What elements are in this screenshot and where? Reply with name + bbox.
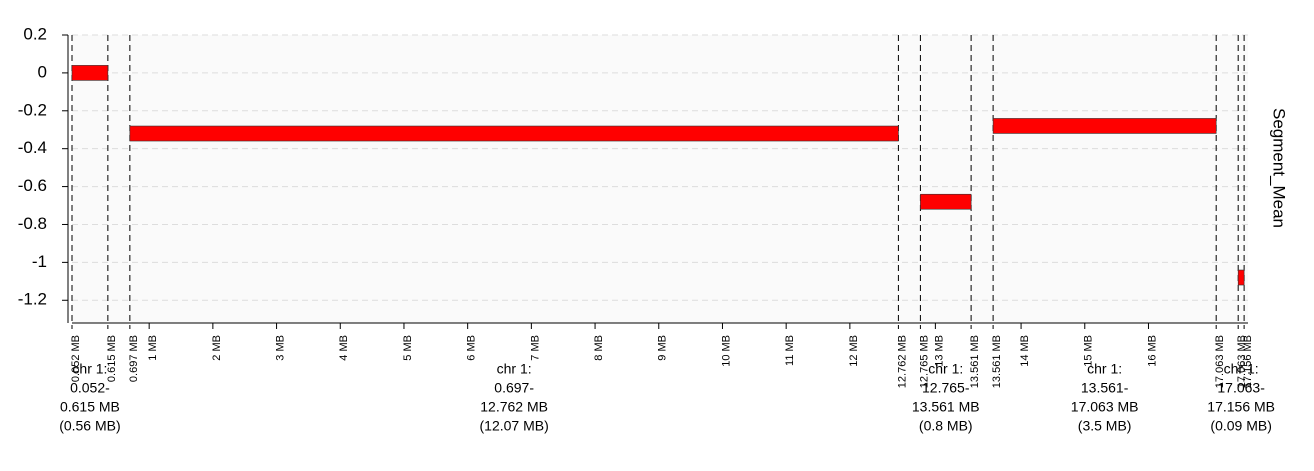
segment-label: (3.5 MB) — [1078, 418, 1132, 434]
segment-label: 0.697- — [494, 380, 534, 396]
x-boundary-label: 0.697 MB — [128, 335, 140, 382]
x-tick-label: 13 MB — [933, 335, 945, 367]
segment-label: (0.09 MB) — [1210, 418, 1271, 434]
segment-bar — [71, 65, 109, 81]
x-boundary-label: 17.156 MB — [1242, 335, 1254, 388]
segment-label: (12.07 MB) — [480, 418, 549, 434]
segment-label: 12.765- — [922, 380, 970, 396]
segment-label: 0.052- — [70, 380, 110, 396]
x-boundary-label: 12.762 MB — [896, 335, 908, 388]
y-tick-label: 0 — [38, 62, 47, 81]
x-boundary-label: 17.063 MB — [1236, 335, 1248, 388]
x-tick-label: 4 MB — [338, 335, 350, 361]
y-tick-label: -0.2 — [18, 100, 47, 119]
plot-background — [72, 35, 1248, 323]
segment-label: 17.063 MB — [1071, 399, 1139, 415]
segment-label: 17.063- — [1217, 380, 1265, 396]
x-tick-label: 15 MB — [1083, 335, 1095, 367]
segment-bar — [920, 193, 972, 210]
segment-label: 13.561 MB — [912, 399, 980, 415]
y-axis-label: Segment_Mean — [1270, 108, 1289, 228]
segment-label: (0.8 MB) — [919, 418, 973, 434]
x-tick-label: 8 MB — [593, 335, 605, 361]
segment-label: 13.561- — [1081, 380, 1129, 396]
segment-label: chr 1: — [497, 361, 532, 377]
x-tick-label: 14 MB — [1019, 335, 1031, 367]
x-tick-label: 1 MB — [147, 335, 159, 361]
x-tick-label: 16 MB — [1146, 335, 1158, 367]
y-tick-label: 0.2 — [23, 24, 47, 43]
x-boundary-label: 0.052 MB — [70, 335, 82, 382]
segment-label: chr 1: — [1087, 361, 1122, 377]
segment-bar — [992, 118, 1217, 134]
segment-label: 0.615 MB — [60, 399, 120, 415]
x-tick-label: 11 MB — [784, 335, 796, 366]
segment-label: chr 1: — [1224, 361, 1259, 377]
x-tick-label: 3 MB — [274, 335, 286, 361]
x-tick-label: 10 MB — [720, 335, 732, 367]
x-boundary-label: 13.561 MB — [991, 335, 1003, 388]
segment-label: 17.156 MB — [1207, 399, 1275, 415]
x-boundary-label: 12.765 MB — [918, 335, 930, 388]
segment-bar — [129, 125, 899, 142]
x-tick-label: 12 MB — [848, 335, 860, 367]
x-boundary-label: 17.063 MB — [1214, 335, 1226, 388]
segment-label: 12.762 MB — [480, 399, 548, 415]
x-boundary-label: 13.561 MB — [969, 335, 981, 388]
x-boundary-label: 0.615 MB — [106, 335, 118, 382]
y-tick-label: -0.6 — [18, 176, 47, 195]
segment-label: chr 1: — [928, 361, 963, 377]
y-tick-label: -0.8 — [18, 214, 47, 233]
y-tick-label: -1.2 — [18, 290, 47, 309]
x-tick-label: 9 MB — [657, 335, 669, 361]
x-tick-label: 2 MB — [211, 335, 223, 361]
x-tick-label: 6 MB — [466, 335, 478, 361]
segment-label: chr 1: — [72, 361, 107, 377]
y-tick-label: -0.4 — [18, 138, 47, 157]
segment-label: (0.56 MB) — [59, 418, 120, 434]
x-tick-label: 7 MB — [529, 335, 541, 361]
y-tick-label: -1 — [32, 252, 47, 271]
x-tick-label: 5 MB — [402, 335, 414, 361]
segment-bar — [1237, 269, 1245, 286]
